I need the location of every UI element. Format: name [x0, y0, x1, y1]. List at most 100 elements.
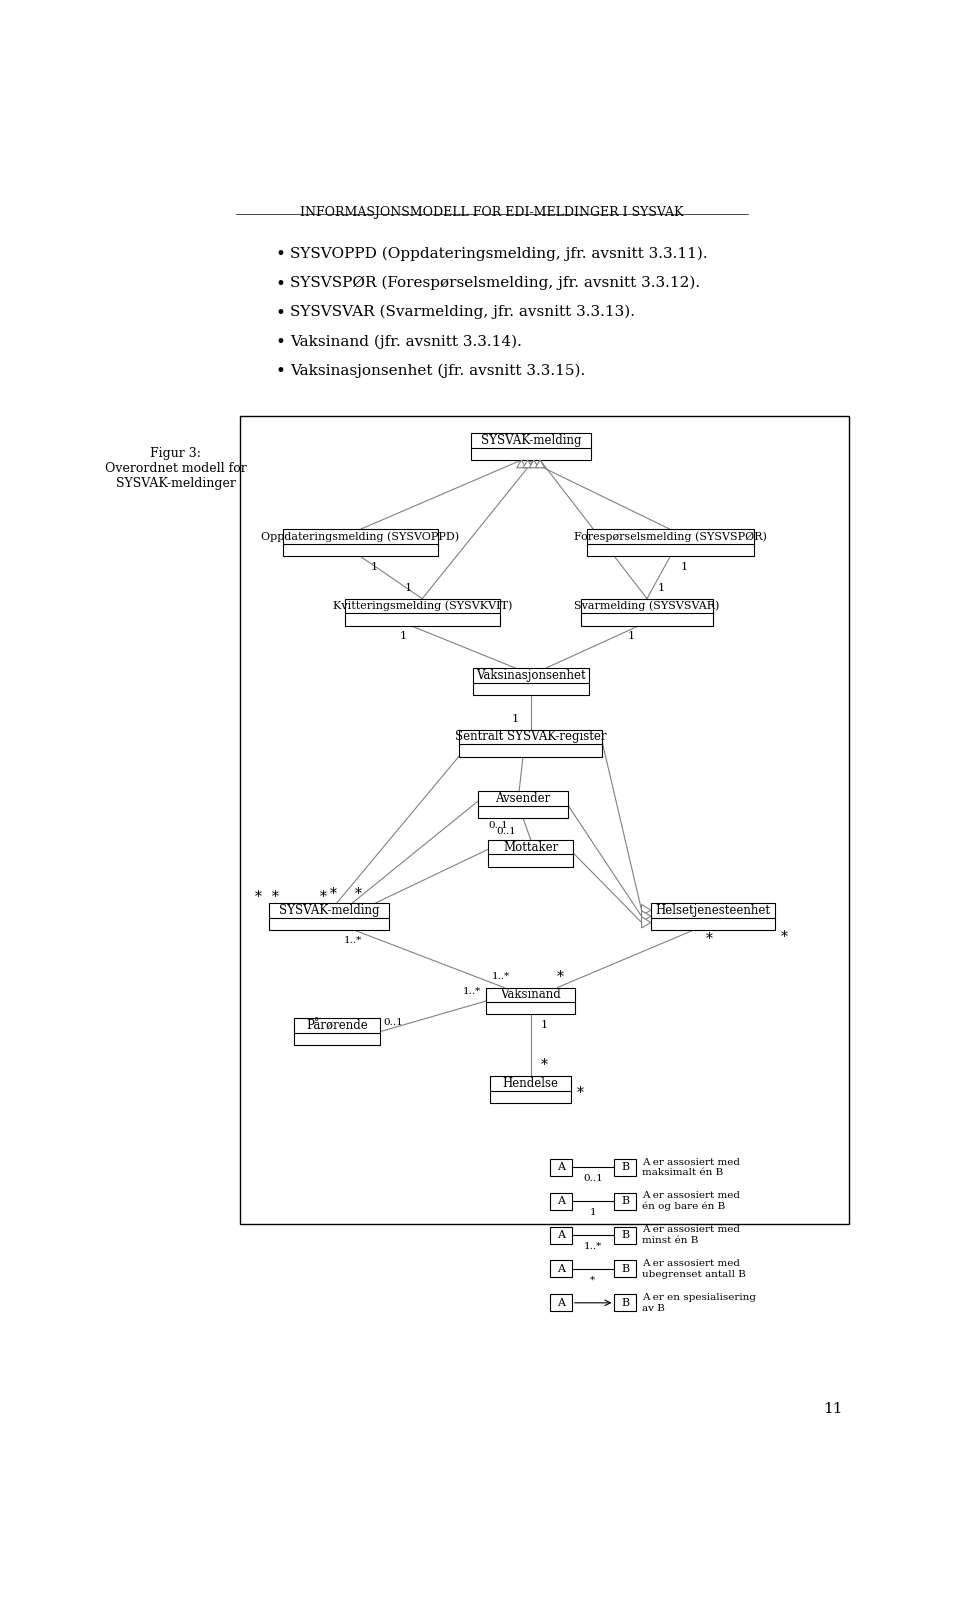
Text: Vaksinasjonsenhet (jfr. avsnitt 3.3.15).: Vaksinasjonsenhet (jfr. avsnitt 3.3.15).: [291, 364, 586, 379]
Text: •: •: [275, 334, 285, 351]
Text: 1..*: 1..*: [344, 937, 362, 945]
Text: B: B: [621, 1298, 630, 1307]
Text: SYSVSVAR (Svarmelding, jfr. avsnitt 3.3.13).: SYSVSVAR (Svarmelding, jfr. avsnitt 3.3.…: [291, 305, 636, 319]
Bar: [614, 1193, 636, 1209]
Bar: [550, 1261, 572, 1277]
Bar: [488, 839, 573, 866]
Bar: [614, 1227, 636, 1243]
Text: 1: 1: [589, 1208, 596, 1217]
Text: 1: 1: [628, 632, 636, 642]
Text: A er en spesialisering
av B: A er en spesialisering av B: [642, 1293, 756, 1312]
Text: •: •: [275, 305, 285, 322]
Bar: [581, 598, 713, 626]
Text: 0..1: 0..1: [496, 828, 516, 836]
Text: A er assosiert med
ubegrenset antall B: A er assosiert med ubegrenset antall B: [642, 1259, 746, 1278]
Text: SYSVSPØR (Forespørselsmelding, jfr. avsnitt 3.3.12).: SYSVSPØR (Forespørselsmelding, jfr. avsn…: [291, 276, 701, 290]
Text: SYSVAK-melding: SYSVAK-melding: [481, 435, 581, 448]
Text: A er assosiert med
minst én B: A er assosiert med minst én B: [642, 1225, 740, 1245]
Text: 1: 1: [371, 561, 378, 573]
Bar: [614, 1158, 636, 1176]
Text: SYSVOPPD (Oppdateringsmelding, jfr. avsnitt 3.3.11).: SYSVOPPD (Oppdateringsmelding, jfr. avsn…: [291, 247, 708, 261]
Text: A: A: [557, 1230, 565, 1240]
Text: 0..1: 0..1: [583, 1174, 603, 1184]
Bar: [478, 791, 567, 818]
Text: Avsender: Avsender: [495, 792, 551, 805]
Bar: [550, 1158, 572, 1176]
Text: *: *: [706, 932, 712, 946]
Polygon shape: [536, 460, 544, 468]
Bar: [459, 730, 603, 757]
Text: B: B: [621, 1197, 630, 1206]
Text: Pårørende: Pårørende: [306, 1019, 368, 1033]
Text: Vaksinand: Vaksinand: [500, 988, 562, 1001]
Text: Vaksinasjonsenhet: Vaksinasjonsenhet: [476, 669, 586, 682]
Text: *: *: [329, 887, 337, 900]
Bar: [345, 598, 500, 626]
Text: 1: 1: [681, 561, 687, 573]
Text: *: *: [780, 930, 787, 945]
Bar: [283, 529, 438, 557]
Bar: [651, 903, 775, 930]
Text: Figur 3:
Overordnet modell for
SYSVAK-meldinger: Figur 3: Overordnet modell for SYSVAK-me…: [105, 446, 247, 489]
Text: Helsetjenesteenhet: Helsetjenesteenhet: [656, 903, 770, 917]
Text: 1..*: 1..*: [584, 1241, 602, 1251]
Text: B: B: [621, 1264, 630, 1274]
Bar: [614, 1261, 636, 1277]
Text: *: *: [320, 890, 326, 903]
Text: •: •: [275, 364, 285, 380]
Text: *: *: [355, 887, 362, 900]
Text: A: A: [557, 1264, 565, 1274]
Text: 1..*: 1..*: [463, 986, 481, 996]
Text: •: •: [275, 247, 285, 263]
Text: A er assosiert med
én og bare én B: A er assosiert med én og bare én B: [642, 1192, 740, 1211]
Text: INFORMASJONSMODELL FOR EDI-MELDINGER I SYSVAK: INFORMASJONSMODELL FOR EDI-MELDINGER I S…: [300, 207, 684, 220]
Bar: [550, 1227, 572, 1243]
Bar: [550, 1193, 572, 1209]
Text: *: *: [577, 1086, 585, 1100]
Bar: [587, 529, 754, 557]
Bar: [614, 1294, 636, 1312]
Text: 1: 1: [399, 632, 406, 642]
Text: Hendelse: Hendelse: [503, 1076, 559, 1091]
Text: A er assosiert med
maksimalt én B: A er assosiert med maksimalt én B: [642, 1158, 740, 1177]
Text: Kvitteringsmelding (SYSVKVIT): Kvitteringsmelding (SYSVKVIT): [332, 602, 512, 611]
Polygon shape: [523, 460, 532, 468]
Text: A: A: [557, 1197, 565, 1206]
Text: 1..*: 1..*: [492, 972, 511, 982]
Bar: [240, 415, 849, 1224]
Text: SYSVAK-melding: SYSVAK-melding: [279, 903, 379, 917]
Text: Vaksinand (jfr. avsnitt 3.3.14).: Vaksinand (jfr. avsnitt 3.3.14).: [291, 334, 522, 348]
Text: B: B: [621, 1163, 630, 1173]
Text: B: B: [621, 1230, 630, 1240]
Polygon shape: [516, 460, 526, 468]
Bar: [295, 1019, 379, 1046]
Text: *: *: [272, 890, 278, 903]
Text: Oppdateringsmelding (SYSVOPPD): Oppdateringsmelding (SYSVOPPD): [261, 531, 459, 542]
Text: Forespørselsmelding (SYSVSPØR): Forespørselsmelding (SYSVSPØR): [574, 531, 767, 542]
Text: 0..1: 0..1: [384, 1019, 403, 1027]
Text: A: A: [557, 1298, 565, 1307]
Bar: [472, 667, 588, 695]
Text: 1: 1: [658, 582, 664, 593]
Text: 1: 1: [541, 1020, 548, 1030]
Text: •: •: [275, 276, 285, 292]
Bar: [550, 1294, 572, 1312]
Text: *: *: [590, 1277, 595, 1285]
Bar: [486, 988, 575, 1014]
Text: A: A: [557, 1163, 565, 1173]
Text: *: *: [541, 1059, 548, 1073]
Text: 1: 1: [512, 714, 518, 723]
Text: 1: 1: [405, 582, 412, 593]
Polygon shape: [641, 905, 651, 916]
Text: *: *: [557, 970, 564, 983]
Bar: [269, 903, 390, 930]
Text: *: *: [255, 890, 262, 903]
Polygon shape: [529, 460, 539, 468]
Text: Svarmelding (SYSVSVAR): Svarmelding (SYSVSVAR): [574, 602, 720, 611]
Text: Sentralt SYSVAK-register: Sentralt SYSVAK-register: [455, 730, 607, 744]
Bar: [470, 433, 590, 460]
Polygon shape: [641, 917, 651, 929]
Bar: [490, 1076, 571, 1104]
Polygon shape: [641, 911, 651, 922]
Text: 0..1: 0..1: [489, 821, 508, 831]
